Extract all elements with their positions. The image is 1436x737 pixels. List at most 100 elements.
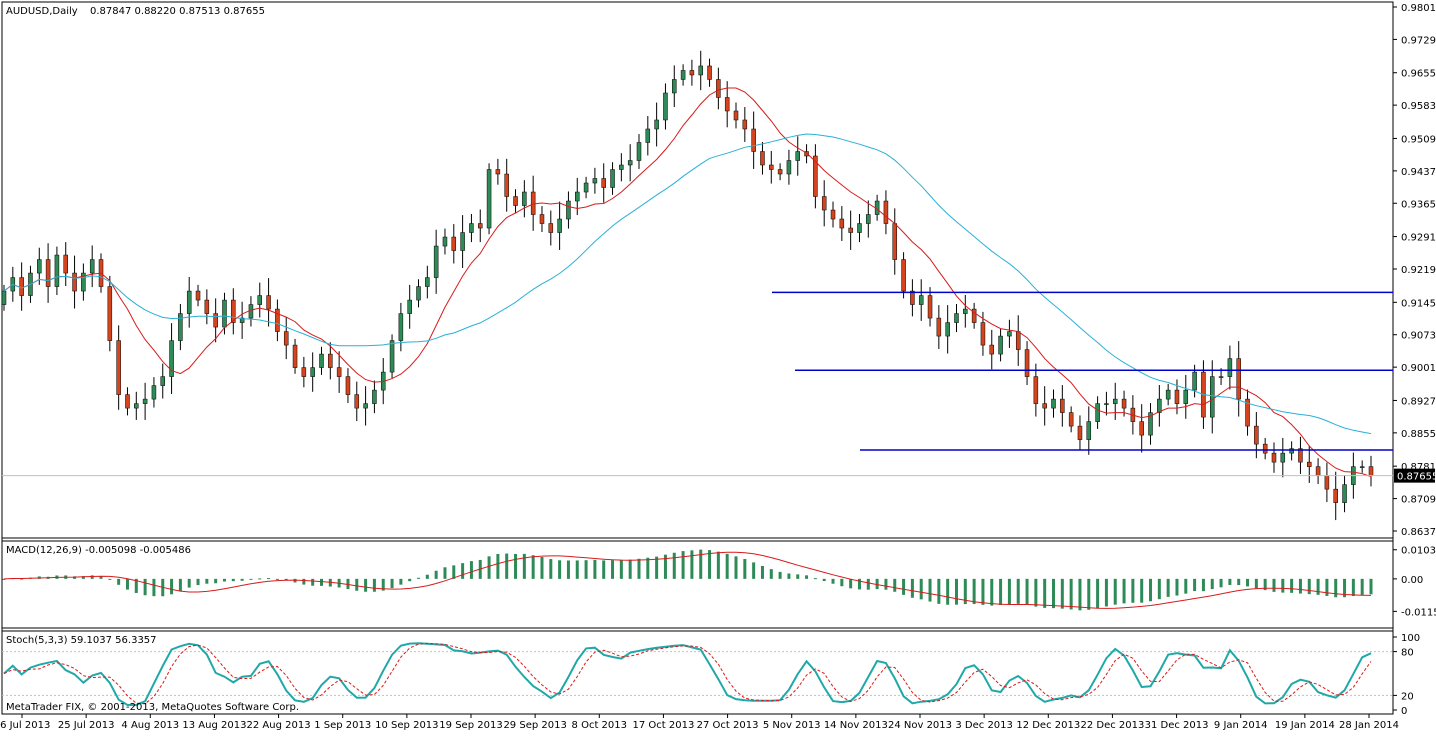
candle-body xyxy=(716,79,721,98)
candle-body xyxy=(1298,448,1303,463)
macd-histogram-bar xyxy=(496,553,500,579)
macd-tick-label: 0.00 xyxy=(1401,575,1423,586)
candle-body xyxy=(416,286,421,301)
macd-histogram-bar xyxy=(760,565,764,579)
macd-histogram-bar xyxy=(1246,578,1250,587)
macd-histogram-bar xyxy=(222,578,226,582)
candle-body xyxy=(1359,466,1365,468)
date-tick-label: 29 Sep 2013 xyxy=(503,720,566,731)
date-tick-label: 9 Jan 2014 xyxy=(1214,720,1268,731)
macd-histogram-bar xyxy=(372,578,376,592)
date-tick-label: 31 Dec 2013 xyxy=(1145,720,1209,731)
candle-body xyxy=(1148,412,1153,436)
candle-body xyxy=(1289,448,1294,454)
chart-frame xyxy=(1,1,1394,715)
date-tick-label: 27 Oct 2013 xyxy=(697,720,759,731)
candle-body xyxy=(918,295,924,305)
candle-body xyxy=(107,286,113,341)
macd-histogram-bar xyxy=(2,578,6,580)
macd-histogram-bar xyxy=(1122,578,1126,604)
macd-histogram-bar xyxy=(840,578,844,587)
macd-histogram-bar xyxy=(549,559,553,579)
candle-body xyxy=(1095,403,1100,422)
macd-histogram-bar xyxy=(1069,578,1073,610)
candle-body xyxy=(1104,403,1109,405)
stoch-tick-label: 80 xyxy=(1401,648,1414,659)
date-tick-label: 4 Aug 2013 xyxy=(121,720,179,731)
macd-histogram-bar xyxy=(981,578,985,605)
macd-histogram-bar xyxy=(81,576,85,579)
date-tick-label: 25 Jul 2013 xyxy=(58,720,115,731)
candle-body xyxy=(1157,398,1162,413)
candle-body xyxy=(495,169,501,175)
macd-histogram-bar xyxy=(505,553,509,579)
candle-body xyxy=(504,173,509,197)
stoch-tick-label: 0 xyxy=(1401,706,1407,717)
macd-histogram-bar xyxy=(1351,578,1355,597)
candle-body xyxy=(275,308,280,332)
candle-body xyxy=(116,340,121,395)
candle-body xyxy=(866,214,871,224)
macd-histogram-bar xyxy=(699,549,703,579)
candle-body xyxy=(169,340,174,377)
macd-histogram-bar xyxy=(813,578,817,580)
candle-body xyxy=(204,299,210,314)
candle-body xyxy=(672,79,677,94)
candle-body xyxy=(980,322,986,346)
date-tick-label: 8 Oct 2013 xyxy=(572,720,627,731)
macd-histogram-bar xyxy=(187,578,191,588)
date-tick-label: 22 Dec 2013 xyxy=(1080,720,1144,731)
candle-body xyxy=(89,259,95,274)
candle-body xyxy=(469,223,474,233)
macd-histogram-bar xyxy=(963,578,967,605)
macd-histogram-bar xyxy=(1096,578,1100,609)
macd-histogram-bar xyxy=(417,577,421,579)
candle-body xyxy=(1368,466,1374,476)
macd-histogram-bar xyxy=(778,571,782,579)
date-tick-label: 19 Jan 2014 xyxy=(1275,720,1335,731)
macd-histogram-bar xyxy=(1131,578,1135,603)
macd-histogram-bar xyxy=(1237,578,1241,586)
macd-histogram-bar xyxy=(355,578,359,591)
candle-body xyxy=(37,259,42,274)
candle-body xyxy=(627,160,633,166)
macd-histogram-bar xyxy=(425,574,429,579)
candle-body xyxy=(786,160,792,175)
macd-histogram-bar xyxy=(452,565,456,579)
candle-body xyxy=(910,290,915,305)
candle-body xyxy=(125,394,130,409)
macd-histogram-bar xyxy=(769,569,773,579)
macd-histogram-bar xyxy=(1140,578,1144,603)
macd-histogram-bar xyxy=(743,558,747,579)
macd-histogram-bar xyxy=(734,556,738,579)
candle-body xyxy=(989,344,995,355)
macd-signal-line xyxy=(3,551,1372,609)
macd-histogram-bar xyxy=(928,578,932,602)
candle-body xyxy=(354,394,360,409)
candle-body xyxy=(1342,484,1347,503)
macd-histogram-bar xyxy=(716,551,720,579)
macd-histogram-bar xyxy=(302,578,306,585)
macd-histogram-bar xyxy=(857,578,861,590)
candle-body xyxy=(1183,389,1189,404)
chart-symbol: AUDUSD,Daily xyxy=(6,6,78,17)
macd-histogram-bar xyxy=(1052,578,1056,609)
copyright-text: MetaTrader FIX, © 2001-2013, MetaQuotes … xyxy=(6,702,299,713)
macd-histogram-bar xyxy=(284,578,288,581)
macd-histogram-bar xyxy=(90,575,94,579)
macd-histogram-bar xyxy=(1290,578,1294,593)
ma-slow-line xyxy=(3,133,1372,435)
macd-histogram-bar xyxy=(1219,578,1223,588)
macd-label: MACD(12,26,9) -0.005098 -0.005486 xyxy=(6,545,191,556)
candle-body xyxy=(813,155,818,197)
macd-histogram-bar xyxy=(311,578,315,586)
stoch-signal-line xyxy=(3,642,1372,705)
